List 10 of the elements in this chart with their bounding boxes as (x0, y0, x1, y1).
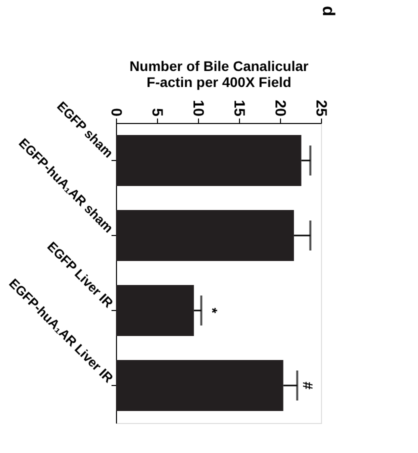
x-tick-label: 20 (272, 100, 288, 116)
annotation: # (300, 382, 316, 390)
x-tick-label: 10 (190, 100, 206, 116)
x-tick-label: 15 (230, 100, 248, 116)
text: d (319, 6, 338, 16)
x-tick-label: 0 (108, 108, 124, 116)
x-tick-label: 25 (312, 100, 330, 116)
x-axis-title: Number of Bile Canalicular F-actin per 400X Field (130, 58, 310, 90)
annotation: * (204, 308, 220, 314)
x-tick-label: 5 (148, 108, 166, 116)
